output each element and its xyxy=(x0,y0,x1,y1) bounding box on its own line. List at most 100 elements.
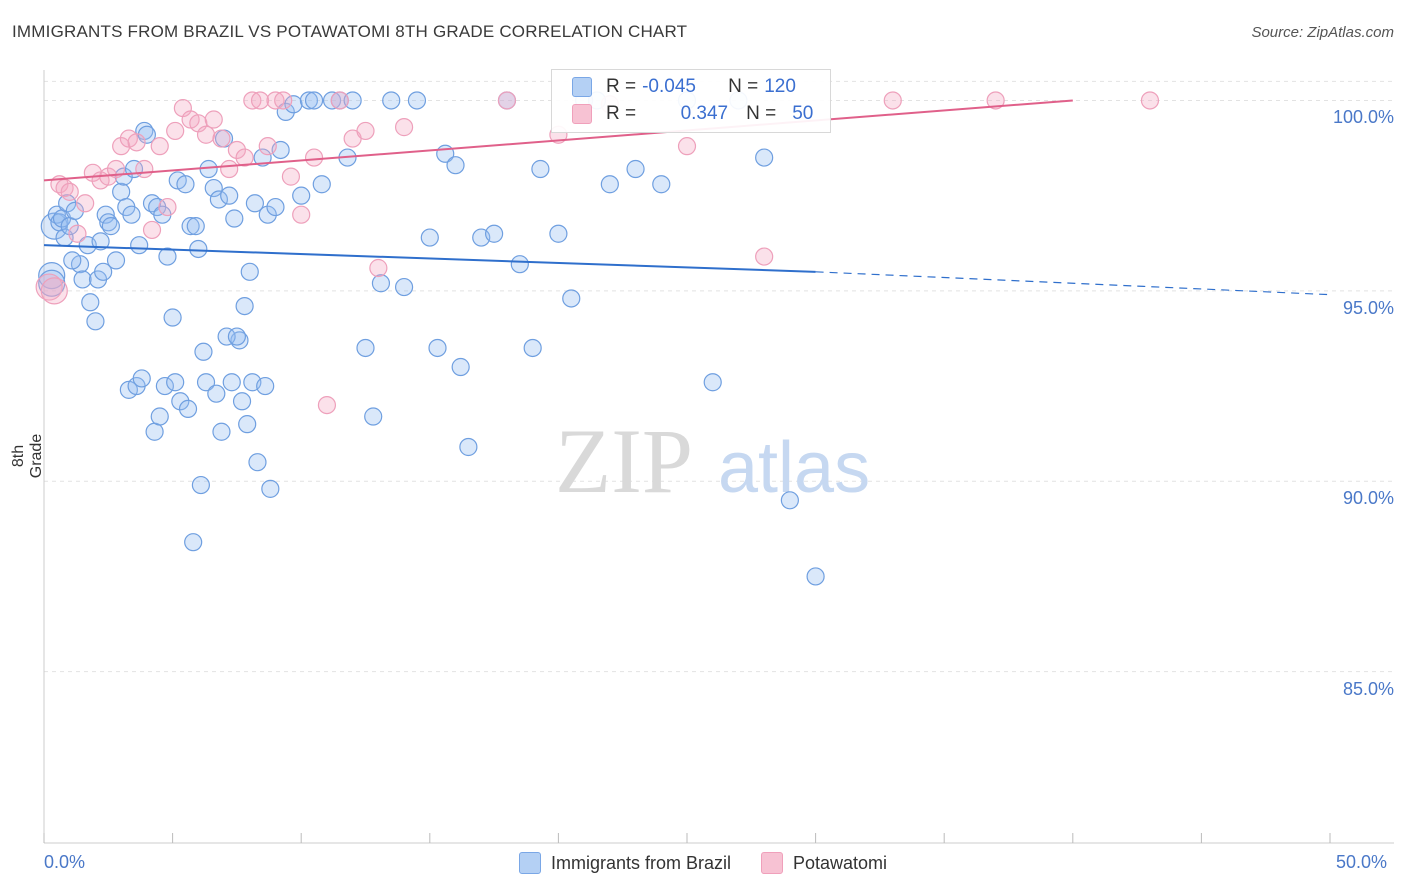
stats-legend: R = -0.045 N = 120 R = 0.347 N = 50 xyxy=(551,69,831,133)
bottom-legend-swatch-pink xyxy=(760,852,783,874)
point-potawatomi-1 xyxy=(40,277,68,305)
point-brazil-28 xyxy=(137,125,156,144)
point-potawatomi-24 xyxy=(212,129,231,148)
point-brazil-114 xyxy=(232,392,252,411)
point-brazil-38 xyxy=(189,239,208,259)
point-brazil-110 xyxy=(212,422,231,441)
x-tick-min: 0.0% xyxy=(44,852,86,872)
point-brazil-82 xyxy=(549,224,568,243)
point-potawatomi-42 xyxy=(497,91,517,110)
point-brazil-65 xyxy=(364,407,383,426)
point-brazil-118 xyxy=(256,376,275,396)
axes xyxy=(43,70,1394,844)
point-brazil-60 xyxy=(322,91,342,110)
point-potawatomi-14 xyxy=(135,159,154,179)
point-brazil-93 xyxy=(780,491,799,510)
point-brazil-33 xyxy=(163,308,182,327)
point-brazil-117 xyxy=(248,453,267,472)
point-brazil-51 xyxy=(258,205,277,224)
point-brazil-54 xyxy=(276,102,295,121)
point-potawatomi-23 xyxy=(204,110,223,129)
point-brazil-95 xyxy=(63,251,82,270)
point-brazil-36 xyxy=(181,217,200,236)
y-tick-label-100: 100.0% xyxy=(1332,107,1394,128)
point-brazil-90 xyxy=(703,373,722,392)
point-potawatomi-6 xyxy=(76,194,95,213)
point-brazil-88 xyxy=(652,175,671,194)
point-brazil-14 xyxy=(86,312,105,331)
point-potawatomi-46 xyxy=(755,247,774,266)
series-brazil-points xyxy=(38,91,825,586)
point-brazil-55 xyxy=(284,95,303,114)
point-brazil-37 xyxy=(186,217,205,236)
point-brazil-59 xyxy=(312,175,331,194)
point-potawatomi-26 xyxy=(227,140,246,160)
point-brazil-111 xyxy=(217,327,236,346)
point-potawatomi-47 xyxy=(883,91,902,110)
point-brazil-71 xyxy=(428,338,447,358)
point-brazil-70 xyxy=(420,228,439,247)
point-potawatomi-17 xyxy=(158,197,177,217)
point-brazil-44 xyxy=(220,186,239,205)
point-brazil-81 xyxy=(531,159,550,179)
point-brazil-58 xyxy=(304,91,324,110)
trend-line-potawatomi xyxy=(43,99,1073,182)
point-brazil-50 xyxy=(253,148,272,167)
point-brazil-56 xyxy=(292,186,311,205)
point-potawatomi-29 xyxy=(250,91,270,110)
point-potawatomi-32 xyxy=(274,91,293,110)
point-potawatomi-39 xyxy=(356,121,375,141)
point-brazil-109 xyxy=(207,384,226,403)
point-brazil-75 xyxy=(459,437,478,457)
point-brazil-24 xyxy=(122,205,141,224)
point-potawatomi-36 xyxy=(317,395,337,415)
point-brazil-39 xyxy=(194,342,213,361)
point-brazil-79 xyxy=(510,255,529,274)
point-brazil-104 xyxy=(171,392,190,411)
point-brazil-115 xyxy=(238,415,257,434)
point-brazil-77 xyxy=(485,224,504,243)
point-potawatomi-15 xyxy=(142,220,162,240)
point-brazil-64 xyxy=(356,338,375,358)
point-brazil-105 xyxy=(178,399,198,419)
point-potawatomi-31 xyxy=(266,91,285,110)
y-tick-label-95: 95.0% xyxy=(1342,297,1394,318)
point-brazil-119 xyxy=(261,479,280,498)
point-potawatomi-4 xyxy=(60,182,79,201)
watermark-atlas: atlas xyxy=(718,428,870,508)
point-brazil-112 xyxy=(222,373,241,392)
point-potawatomi-10 xyxy=(106,159,126,179)
point-brazil-99 xyxy=(132,369,151,388)
point-potawatomi-11 xyxy=(112,137,131,156)
point-brazil-67 xyxy=(382,91,401,110)
point-brazil-106 xyxy=(184,533,203,552)
watermark-zip: ZIP xyxy=(555,410,693,512)
series-potawatomi-points xyxy=(35,91,1160,415)
point-brazil-83 xyxy=(562,289,581,308)
point-potawatomi-30 xyxy=(258,137,277,156)
point-brazil-103 xyxy=(166,373,185,392)
point-potawatomi-28 xyxy=(243,91,262,110)
chart-source: Source: ZipAtlas.com xyxy=(1251,24,1394,41)
point-potawatomi-27 xyxy=(235,148,254,167)
bottom-legend: Immigrants from Brazil Potawatomi xyxy=(0,852,1406,874)
point-brazil-42 xyxy=(209,190,228,209)
point-brazil-32 xyxy=(158,247,177,266)
point-brazil-49 xyxy=(245,194,265,213)
point-brazil-35 xyxy=(176,175,195,194)
point-brazil-100 xyxy=(145,422,164,441)
point-potawatomi-0 xyxy=(35,273,63,301)
point-brazil-13 xyxy=(81,293,100,312)
point-brazil-47 xyxy=(235,296,254,316)
point-brazil-16 xyxy=(94,262,113,281)
point-potawatomi-41 xyxy=(394,118,414,137)
bottom-legend-brazil: Immigrants from Brazil xyxy=(518,852,731,874)
point-brazil-52 xyxy=(266,197,285,217)
point-brazil-66 xyxy=(371,274,391,293)
point-brazil-92 xyxy=(755,148,774,167)
point-potawatomi-35 xyxy=(304,148,324,167)
point-brazil-45 xyxy=(225,209,244,228)
trend-line-brazil-extrapolated xyxy=(815,271,1331,296)
point-potawatomi-16 xyxy=(150,137,169,156)
